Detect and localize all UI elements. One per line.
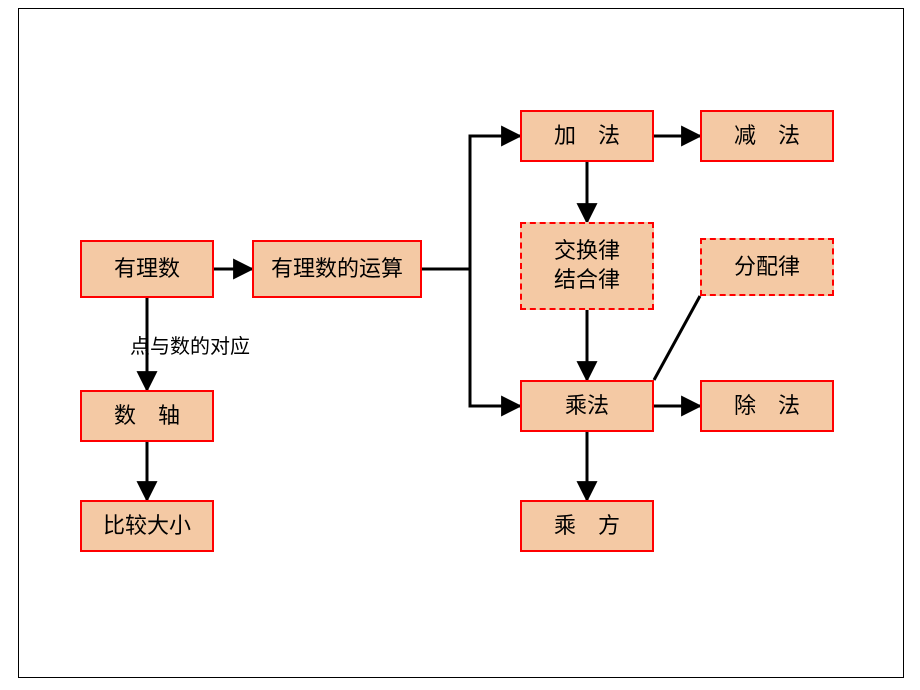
node-yunsuan: 有理数的运算: [252, 240, 422, 298]
node-chengfa: 乘法: [520, 380, 654, 432]
node-chufa: 除 法: [700, 380, 834, 432]
node-jiaohuanjiehe: 交换律 结合律: [520, 222, 654, 310]
node-chengfang: 乘 方: [520, 500, 654, 552]
diagram-canvas: 有理数有理数的运算 加 法减 法交换律 结合律分配律乘法除 法乘 方 数 轴比较大小…: [0, 0, 920, 690]
edge-label-dian_yu_shu: 点与数的对应: [130, 330, 250, 359]
node-shuzhou: 数 轴: [80, 390, 214, 442]
node-youlishu: 有理数: [80, 240, 214, 298]
node-jianfa: 减 法: [700, 110, 834, 162]
node-bijiaodaxiao: 比较大小: [80, 500, 214, 552]
node-fenpeilv: 分配律: [700, 238, 834, 296]
node-jiafa: 加 法: [520, 110, 654, 162]
